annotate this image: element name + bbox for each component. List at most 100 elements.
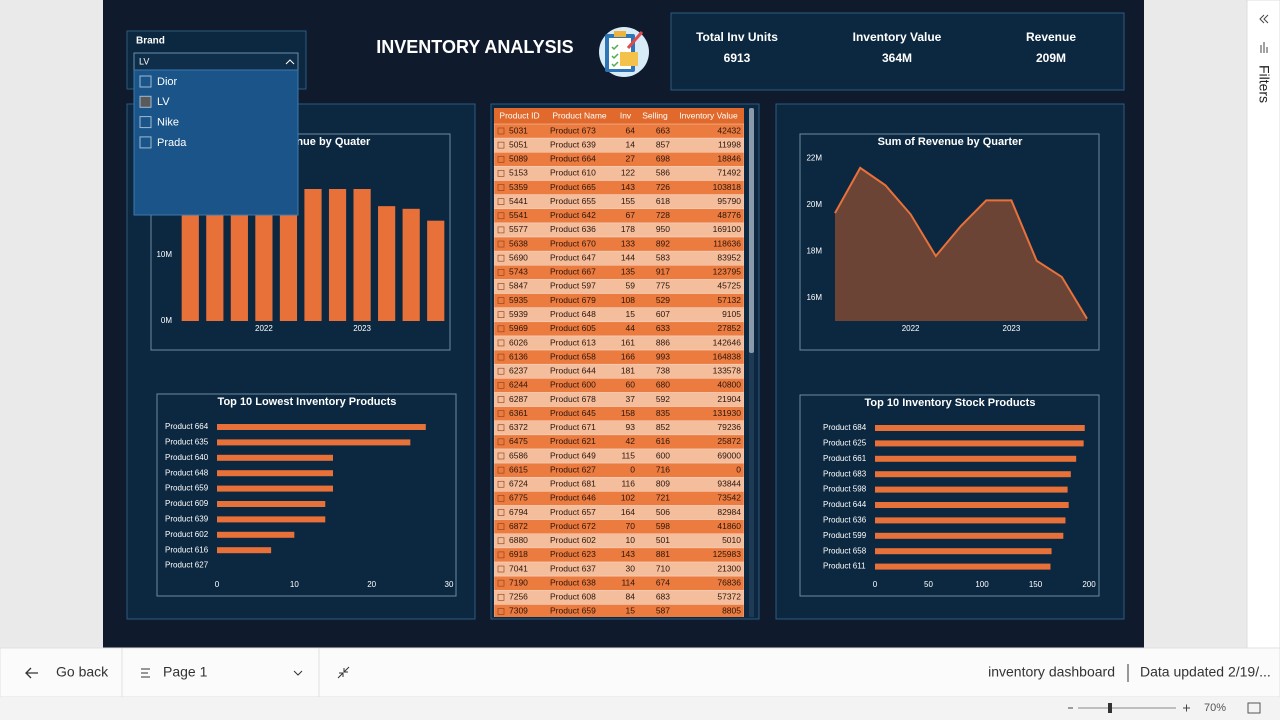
checkbox[interactable] — [139, 116, 152, 129]
dropdown-chevron[interactable] — [285, 59, 295, 65]
zoom-in[interactable] — [1183, 704, 1190, 712]
table-cell: Product 608 — [550, 592, 596, 602]
checkbox[interactable] — [139, 95, 152, 108]
expand-icon — [497, 565, 505, 573]
slicer-option[interactable]: Dior — [157, 76, 178, 88]
table-cell: Product 645 — [550, 408, 596, 418]
table-row-bg — [494, 166, 744, 181]
table-cell: 11998 — [718, 139, 741, 149]
report-name: inventory dashboard — [988, 664, 1115, 680]
table-cell: 598 — [656, 521, 670, 531]
page-selector[interactable]: Page 1 — [163, 664, 208, 680]
table-cell: 82984 — [717, 507, 741, 517]
bar — [875, 532, 1064, 539]
filters-label[interactable]: Filters — [1256, 65, 1272, 103]
zoom-thumb[interactable] — [1108, 703, 1112, 713]
table-cell: 15 — [626, 606, 636, 616]
column-header[interactable]: Selling — [642, 110, 668, 120]
checkbox[interactable] — [139, 136, 152, 149]
table-cell: 892 — [656, 238, 670, 248]
bar — [875, 517, 1066, 524]
x-tick-label: 0 — [215, 580, 220, 589]
table-cell: 663 — [656, 125, 670, 135]
table-cell: 41860 — [717, 521, 741, 531]
slicer-selected[interactable]: LV — [139, 56, 149, 66]
slicer-option[interactable]: LV — [157, 96, 170, 108]
y-tick-label: Product 659 — [165, 484, 209, 493]
expand-icon — [497, 593, 505, 601]
table-cell: 9105 — [722, 309, 741, 319]
expand-icon — [497, 127, 505, 135]
table-row-bg — [494, 349, 744, 365]
column-header[interactable]: Product Name — [552, 110, 607, 120]
slicer-option[interactable]: Nike — [157, 117, 179, 129]
back-icon[interactable] — [25, 667, 38, 679]
table-cell: 5690 — [509, 252, 528, 262]
footer-bar — [0, 647, 1280, 698]
table-cell: 5359 — [509, 182, 528, 192]
table-cell: 142646 — [713, 337, 742, 347]
bar — [875, 486, 1068, 493]
fit-page[interactable] — [1247, 702, 1261, 714]
table-cell: 950 — [656, 224, 670, 234]
table-cell: 6361 — [509, 408, 528, 418]
table-cell: 857 — [656, 139, 670, 149]
expand-icon — [497, 396, 505, 403]
table-cell: 103818 — [713, 182, 742, 192]
filters-pane[interactable] — [1246, 0, 1280, 649]
table-cell: 144 — [621, 252, 635, 262]
table-cell: 583 — [656, 252, 670, 262]
column-header[interactable]: Inventory Value — [679, 110, 738, 120]
report-icon — [599, 27, 649, 77]
scroll-thumb[interactable] — [749, 108, 754, 353]
expand-icon — [497, 170, 505, 177]
expand-icon — [497, 523, 505, 530]
table-cell: 728 — [656, 210, 670, 220]
table-row-bg — [494, 293, 744, 308]
filters-icon — [1260, 42, 1268, 53]
expand-icon — [497, 353, 505, 361]
table-cell: 5153 — [509, 168, 528, 178]
table-cell: 25872 — [717, 436, 741, 446]
fit-icon[interactable] — [337, 666, 350, 679]
table-row-bg — [494, 519, 744, 535]
table-row-bg — [494, 222, 744, 238]
y-tick-label: Product 684 — [823, 423, 867, 432]
column-header[interactable]: Inv — [620, 110, 632, 120]
slicer-option[interactable]: Prada — [157, 137, 187, 149]
y-tick-label: Product 648 — [165, 468, 209, 477]
table-cell: 5969 — [509, 323, 528, 333]
checkbox[interactable] — [139, 75, 152, 88]
bar — [255, 215, 273, 321]
table-cell: 79236 — [717, 422, 741, 432]
expand-icon — [497, 141, 505, 149]
chart-title: Top 10 Lowest Inventory Products — [218, 396, 397, 408]
table-cell: 114 — [621, 577, 635, 587]
expand-icon — [497, 579, 505, 587]
chart-title: Sum of Revenue by Quarter — [878, 136, 1024, 148]
page-chevron[interactable] — [293, 670, 303, 676]
kpi-value: 209M — [1036, 51, 1066, 65]
scroll-track — [749, 108, 754, 617]
table-cell: 118636 — [713, 238, 741, 248]
y-tick-label: 18M — [806, 247, 822, 256]
table-cell: 57372 — [717, 592, 741, 602]
table-cell: 5089 — [509, 154, 528, 164]
go-back[interactable]: Go back — [56, 664, 109, 680]
table-cell: 42432 — [717, 125, 741, 135]
y-tick-label: Product 625 — [823, 439, 867, 448]
table-cell: Product 667 — [550, 267, 596, 277]
table-cell: 506 — [656, 507, 670, 517]
slicer-dropdown[interactable] — [133, 52, 299, 71]
table-cell: 7309 — [509, 606, 528, 616]
x-tick-label: 2022 — [255, 324, 273, 333]
expand-icon — [497, 212, 505, 220]
collapse-icon[interactable] — [1259, 14, 1269, 24]
column-header[interactable]: Product ID — [499, 110, 539, 120]
y-tick-label: Product 658 — [823, 546, 867, 555]
bar — [427, 220, 445, 321]
table-row-bg — [494, 392, 744, 407]
table-cell: 30 — [626, 563, 636, 573]
bar — [217, 439, 411, 446]
table-cell: 7256 — [509, 592, 528, 602]
